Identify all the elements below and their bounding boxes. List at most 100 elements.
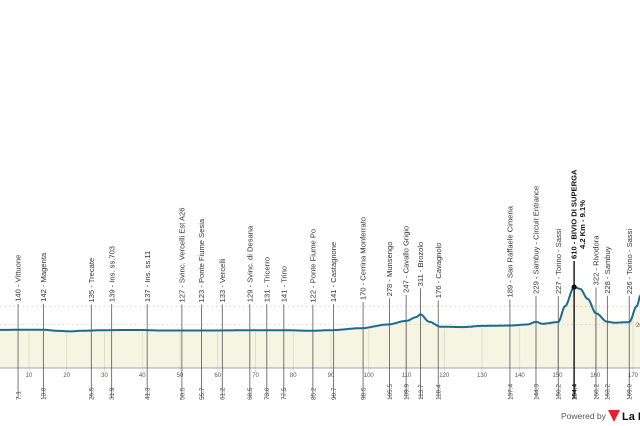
waypoint-name: 311 - Brozolo [416, 242, 425, 287]
waypoint-km: 13.8 [41, 387, 48, 400]
waypoint-name: 610 - BIVIO DI SUPERGA [570, 169, 579, 259]
x-tick-label: 170 [628, 373, 639, 379]
waypoint-km: 160.2 [593, 384, 600, 400]
waypoint: 322 - Rivodora 160.2 [592, 235, 601, 400]
waypoint: 142 - Magenta 13.8 [39, 252, 48, 400]
x-tick-label: 70 [252, 373, 259, 379]
waypoint-name: 229 - Sambuy - Circuit Entrance [532, 186, 541, 294]
profile-line [0, 285, 640, 333]
waypoint-name: 139 - Ins. ss.703 [107, 246, 116, 302]
x-tick-label: 110 [402, 373, 412, 379]
waypoint-km: 150.2 [556, 384, 563, 400]
waypoint-name: 133 - Vercelli [218, 258, 227, 302]
powered-by[interactable]: Powered by La Fl [561, 410, 640, 423]
waypoint-km: 55.7 [199, 387, 206, 400]
waypoint-km: 137.4 [507, 384, 514, 400]
waypoint-km: 118.4 [436, 384, 443, 400]
waypoint-name: 140 - Vittuone [14, 255, 23, 302]
waypoint-km: 169.0 [627, 384, 634, 400]
waypoint-name: 142 - Magenta [39, 252, 48, 302]
x-tick-label: 20 [63, 373, 70, 379]
waypoint-name: 228 - Sambuy [603, 246, 612, 293]
waypoint: 278 - Munsengo 105.5 [385, 242, 394, 400]
waypoint: 133 - Vercelli 61.2 [218, 258, 227, 400]
x-tick-label: 160 [590, 373, 601, 379]
powered-by-label: Powered by [561, 411, 607, 421]
gridlines [0, 305, 640, 325]
waypoint: 176 - Cavagnolo 118.4 [434, 242, 443, 400]
waypoint: 189 - San Raffaele Cimena 137.4 [506, 205, 515, 400]
waypoint-name: 122 - Ponte Fiume Po [308, 229, 317, 303]
x-tick-label: 140 [515, 373, 526, 379]
waypoint: 228 - Sambuy 163.2 [603, 246, 612, 400]
x-tick-label: 60 [214, 373, 221, 379]
x-tick-label: 130 [477, 373, 488, 379]
waypoint-km: 144.3 [533, 384, 540, 400]
waypoint-km: 163.2 [605, 384, 612, 400]
waypoint-km: 113.7 [418, 384, 425, 400]
x-tick-label: 100 [364, 373, 375, 379]
waypoint: 131 - Tricerro 73.0 [262, 257, 271, 400]
waypoint-km: 68.5 [247, 387, 254, 400]
waypoint: 610 - BIVIO DI SUPERGA 4.2 Km - 9.1% 154.4 [570, 169, 587, 400]
x-tick-label: 120 [439, 373, 450, 379]
waypoint-name: 129 - Svinc. di Desana [245, 225, 254, 302]
waypoint-km: 98.5 [360, 387, 367, 400]
waypoint-name: 141 - Trino [279, 266, 288, 302]
waypoint-name: 189 - San Raffaele Cimena [506, 205, 515, 297]
waypoint-km: 73.0 [264, 387, 271, 400]
waypoint-name: 247 - Cavallo Grigio [402, 226, 411, 293]
waypoint-name: 322 - Rivodora [592, 235, 601, 286]
waypoint: 141 - Trino 77.5 [279, 266, 288, 400]
brand-name: La Fl [622, 411, 640, 423]
waypoint: 122 - Ponte Fiume Po 85.2 [308, 229, 317, 400]
waypoint-name: 141 - Castagnone [329, 242, 338, 302]
waypoint-km: 50.5 [179, 387, 186, 400]
waypoint-km: 26.5 [89, 387, 96, 400]
waypoint: 141 - Castagnone 90.7 [329, 242, 338, 400]
waypoint-km: 61.2 [220, 387, 227, 400]
waypoint: 170 - Cerrina Monferrato 98.5 [359, 217, 368, 400]
x-tick-label: 30 [101, 373, 108, 379]
profile-area [0, 287, 640, 368]
waypoint-name: 176 - Cavagnolo [434, 242, 443, 298]
x-tick-label: 150 [552, 373, 563, 379]
waypoint: 139 - Ins. ss.703 31.9 [107, 246, 116, 400]
waypoint-name: 226 - Torino - Sassi [625, 229, 634, 295]
waypoint: 247 - Cavallo Grigio 109.9 [402, 226, 411, 400]
waypoints: 140 - Vittuone 7.1 142 - Magenta 13.8 135 - … [14, 169, 634, 400]
x-tick-label: 40 [139, 373, 146, 379]
waypoint: 137 - Ins. ss.11 41.3 [143, 251, 152, 400]
waypoint-km: 90.7 [331, 387, 338, 400]
waypoint-name: 135 - Trecate [87, 258, 96, 303]
la-flamme-rouge-logo-icon [608, 410, 620, 422]
waypoint-km: 7.1 [15, 391, 22, 400]
waypoint: 123 - Ponte Fiume Sesia 55.7 [197, 218, 206, 400]
waypoint: 140 - Vittuone 7.1 [14, 255, 23, 400]
waypoint-km: 109.9 [404, 384, 411, 400]
waypoint-name: 278 - Munsengo [385, 242, 394, 297]
summit-dot [571, 284, 577, 290]
x-tick-label: 50 [177, 373, 184, 379]
waypoint: 227 - Torino - Sassi 150.2 [554, 228, 563, 400]
x-tick-label: 90 [328, 373, 335, 379]
waypoint-name: 123 - Ponte Fiume Sesia [197, 218, 206, 302]
waypoint: 226 - Torino - Sassi 169.0 [625, 229, 634, 400]
summit-markers [571, 284, 577, 290]
waypoint-name: 127 - Svinc. Vercelli Est A26 [177, 208, 186, 303]
waypoint-name: 137 - Ins. ss.11 [143, 251, 152, 302]
waypoint-km: 154.4 [572, 384, 579, 400]
x-tick-label: 10 [26, 373, 33, 379]
waypoint: 135 - Trecate 26.5 [87, 258, 96, 400]
waypoint: 311 - Brozolo 113.7 [416, 242, 425, 400]
waypoint: 229 - Sambuy - Circuit Entrance 144.3 [532, 186, 541, 400]
waypoint-km: 105.5 [387, 384, 394, 400]
waypoint-name: 131 - Tricerro [262, 257, 271, 302]
x-axis-ticks: 10 20 30 40 50 60 70 80 90 100 110 120 130 140 150 160 1… [26, 315, 639, 379]
waypoint-km: 85.2 [310, 387, 317, 400]
waypoint-name: 227 - Torino - Sassi [554, 228, 563, 294]
climb-stats: 4.2 Km - 9.1% [578, 200, 587, 249]
waypoint: 127 - Svinc. Vercelli Est A26 50.5 [177, 208, 186, 400]
y-tick-label: 200 [636, 323, 640, 329]
